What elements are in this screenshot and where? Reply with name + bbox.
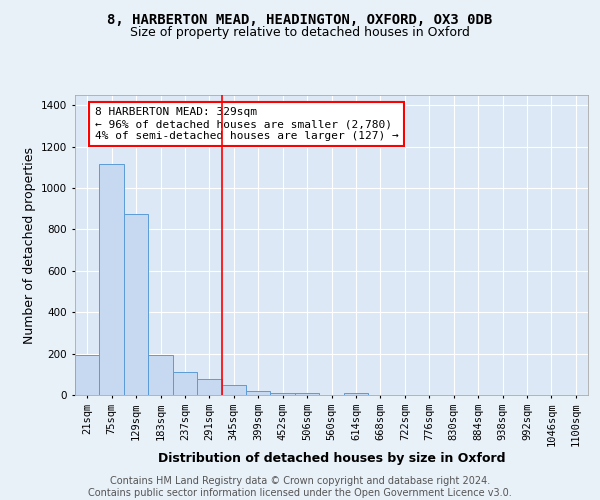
Bar: [75, 354, 100, 395]
Text: 8 HARBERTON MEAD: 329sqm
← 96% of detached houses are smaller (2,780)
4% of semi: 8 HARBERTON MEAD: 329sqm ← 96% of detach…: [95, 108, 398, 140]
Bar: [221, 384, 246, 395]
Bar: [148, 354, 173, 395]
Bar: [271, 393, 295, 395]
Text: Contains HM Land Registry data © Crown copyright and database right 2024.: Contains HM Land Registry data © Crown c…: [110, 476, 490, 486]
Bar: [124, 214, 148, 395]
Y-axis label: Number of detached properties: Number of detached properties: [23, 146, 35, 344]
Bar: [173, 372, 197, 395]
X-axis label: Distribution of detached houses by size in Oxford: Distribution of detached houses by size …: [158, 452, 505, 465]
Bar: [295, 393, 319, 395]
Bar: [197, 380, 221, 395]
Text: Contains public sector information licensed under the Open Government Licence v3: Contains public sector information licen…: [88, 488, 512, 498]
Bar: [100, 164, 124, 395]
Text: Size of property relative to detached houses in Oxford: Size of property relative to detached ho…: [130, 26, 470, 39]
Bar: [246, 391, 271, 395]
Bar: [344, 393, 368, 395]
Text: 8, HARBERTON MEAD, HEADINGTON, OXFORD, OX3 0DB: 8, HARBERTON MEAD, HEADINGTON, OXFORD, O…: [107, 12, 493, 26]
